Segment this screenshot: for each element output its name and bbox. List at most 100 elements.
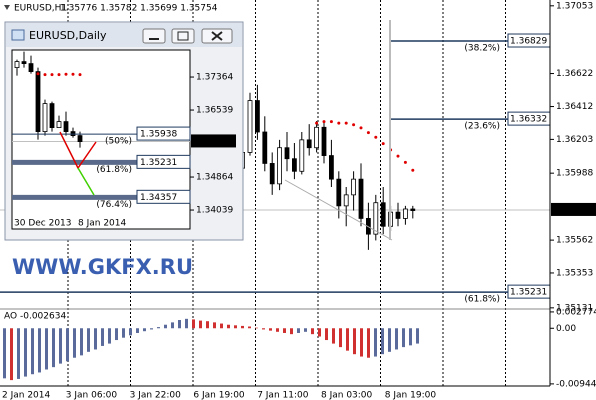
- ao-bar: [45, 328, 48, 370]
- candle-body: [321, 126, 327, 156]
- candle-body: [328, 155, 334, 180]
- last-price-label: 1.35754: [553, 205, 590, 215]
- candle-body: [299, 139, 305, 172]
- candle-body: [351, 178, 357, 196]
- ao-value: -0.002634: [20, 312, 66, 322]
- ao-bar: [199, 320, 202, 329]
- indicator-dot: [78, 73, 82, 77]
- candle-body: [14, 61, 20, 68]
- ao-bar: [283, 328, 286, 333]
- ao-bar: [136, 328, 139, 333]
- indicator-dot: [315, 121, 319, 125]
- ao-bar: [262, 328, 265, 330]
- ao-bar: [87, 328, 90, 352]
- ao-y-tick-label: 0.002774: [556, 307, 596, 317]
- y-tick-label: 1.35988: [556, 169, 593, 179]
- ao-bar: [304, 328, 307, 332]
- ao-bar: [101, 328, 104, 346]
- ao-bar: [332, 328, 335, 344]
- ao-bar: [388, 328, 391, 352]
- candle-body: [28, 63, 34, 72]
- y-tick-label: 1.35131: [556, 303, 593, 313]
- candle-body: [262, 131, 268, 164]
- ao-bar: [276, 328, 279, 332]
- inset-y-tick-label: 1.34039: [196, 206, 233, 216]
- inset-y-tick-label: 1.34864: [196, 173, 233, 183]
- ao-bar: [164, 324, 167, 329]
- indicator-dot: [43, 73, 47, 77]
- fib-drawing-green: [77, 167, 95, 196]
- minimize-button[interactable]: [142, 28, 166, 44]
- y-tick-label: 1.35562: [556, 236, 593, 246]
- ao-bar: [171, 322, 174, 329]
- ao-bar: [241, 325, 244, 329]
- indicator-dot: [57, 73, 61, 77]
- ao-bar: [192, 319, 195, 329]
- ao-bar: [353, 328, 356, 355]
- candle-body: [56, 121, 62, 128]
- y-tick-label: 1.36412: [556, 102, 593, 112]
- ao-bar: [3, 328, 6, 379]
- time-label: 3 Jan 06:00: [66, 391, 118, 400]
- inset-fib-level-label: (61.8%): [96, 165, 132, 175]
- y-tick-label: 1.35353: [556, 268, 593, 278]
- y-tick-label: 1.37053: [556, 1, 593, 11]
- ao-bar: [346, 328, 349, 351]
- candle-body: [291, 158, 297, 172]
- indicator-dot: [403, 160, 407, 164]
- time-label: 8 Jan 03:00: [321, 391, 373, 400]
- candle-body: [42, 103, 48, 132]
- ao-bar: [234, 325, 237, 329]
- ao-bar: [220, 323, 223, 329]
- ao-bar: [374, 328, 377, 357]
- candle-body: [314, 126, 320, 149]
- indicator-dot: [322, 120, 326, 124]
- indicator-dot: [374, 135, 378, 139]
- ao-bar: [38, 328, 41, 373]
- indicator-dot: [329, 120, 333, 124]
- candle-body: [402, 208, 408, 219]
- fib-level-price: 1.35231: [510, 288, 547, 298]
- maximize-button[interactable]: [171, 28, 195, 44]
- indicator-dot: [36, 72, 40, 76]
- indicator-dot: [381, 142, 385, 146]
- candle-body: [358, 178, 364, 219]
- ao-bar: [269, 328, 272, 331]
- ao-bar: [52, 328, 55, 368]
- fib-level-label: (23.6%): [464, 122, 500, 132]
- fib-level-label: (38.2%): [464, 44, 500, 54]
- inset-fib-level-label: (50%): [105, 137, 132, 147]
- inset-fib-level-label: (76.4%): [96, 200, 132, 210]
- candle-body: [395, 211, 401, 219]
- ao-bar: [17, 328, 20, 379]
- indicator-dot: [352, 123, 356, 127]
- time-label: 2 Jan 2014: [2, 391, 50, 400]
- y-tick-label: 1.36203: [556, 135, 593, 145]
- candle-body: [247, 100, 253, 153]
- ao-bar: [409, 328, 412, 346]
- inset-fib-level-box: [136, 189, 191, 204]
- ao-bar: [66, 328, 69, 362]
- ao-bar: [339, 328, 342, 348]
- ao-bar: [318, 328, 321, 337]
- ao-bar: [129, 328, 132, 336]
- ao-bar: [311, 328, 314, 335]
- y-tick-label: 1.36622: [556, 69, 593, 79]
- candle-body: [284, 147, 290, 160]
- ao-bar: [157, 327, 160, 329]
- ao-bar: [325, 328, 328, 341]
- indicator-dot: [366, 131, 370, 135]
- candle-body: [410, 208, 416, 211]
- candle-body: [343, 194, 349, 207]
- candle-body: [63, 121, 69, 132]
- maximize-glyph: [177, 31, 189, 41]
- ao-bar: [255, 327, 258, 329]
- inset-fib-level-box: [136, 126, 191, 141]
- candle-body: [277, 147, 283, 185]
- ao-bar: [24, 328, 27, 377]
- candle-body: [373, 202, 379, 235]
- inset-fib-level-price: 1.35938: [140, 130, 177, 140]
- inset-time-label: 30 Dec 2013: [14, 219, 72, 229]
